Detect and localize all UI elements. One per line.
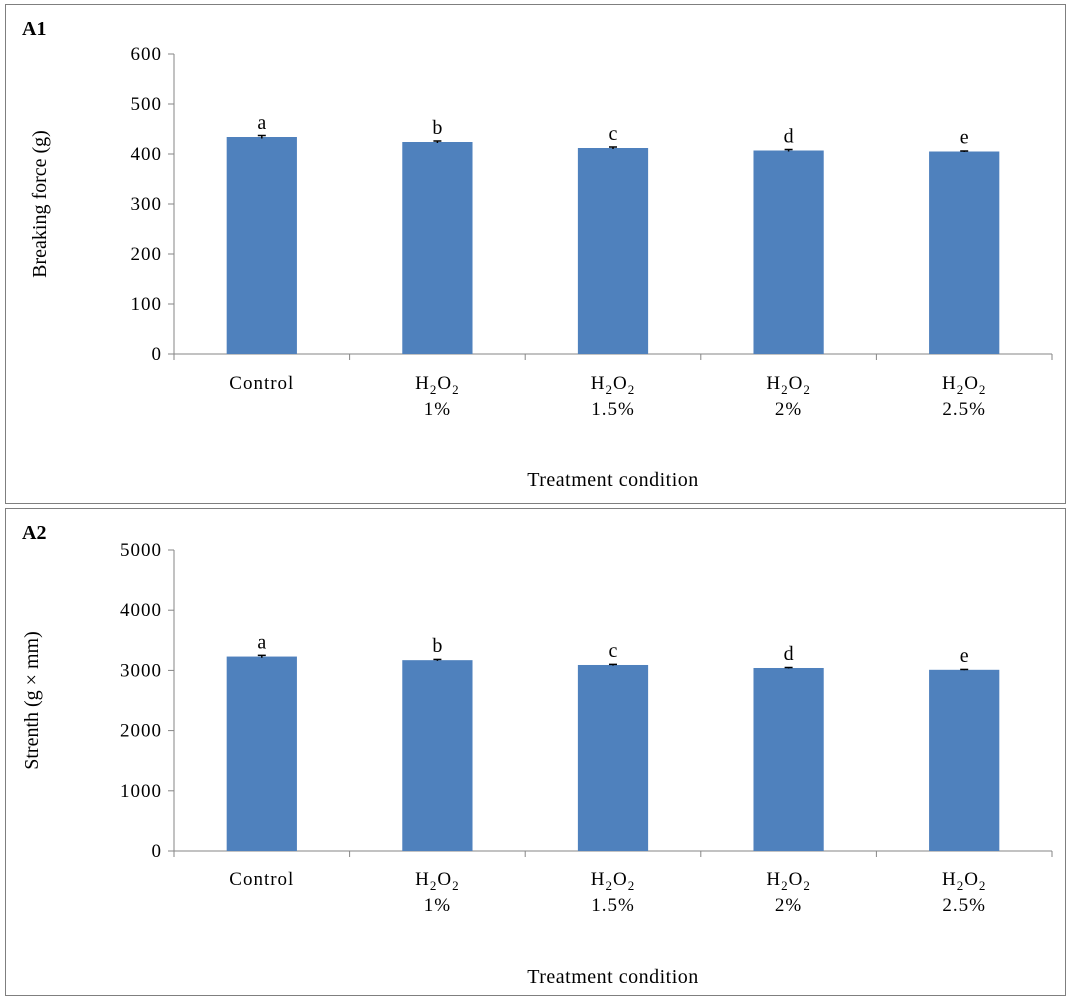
chart1-bar: [226, 137, 297, 354]
chart2-y-tick-label: 3000: [120, 660, 162, 681]
chart1-x-tick-label: H2O2: [591, 373, 635, 397]
chart1-y-tick-label: 0: [152, 344, 163, 365]
chart2-x-tick-label: H2O2: [415, 869, 459, 893]
chart1-x-tick-label-line2: 2%: [775, 399, 802, 420]
chart1-x-tick-label: H2O2: [766, 373, 810, 397]
chart2-x-tick-label: H2O2: [942, 869, 986, 893]
chart2-significance-letter: a: [257, 632, 266, 654]
chart2-x-tick-label: Control: [229, 869, 294, 890]
chart1-y-tick-label: 600: [131, 44, 163, 65]
chart2-bar: [577, 664, 649, 851]
chart2-x-tick-label: H2O2: [766, 869, 810, 893]
chart2-bar: [226, 656, 297, 851]
chart1-significance-letter: d: [784, 126, 794, 148]
chart1-significance-letter: a: [257, 112, 266, 134]
chart2-y-tick-label: 5000: [120, 540, 162, 561]
chart2-y-axis-title: Strenth (g × mm): [21, 631, 43, 770]
chart1-bar: [929, 151, 1000, 354]
chart2-y-tick-label: 1000: [120, 781, 162, 802]
chart2-significance-letter: d: [784, 643, 794, 665]
chart1-x-tick-label: H2O2: [415, 373, 459, 397]
chart1-y-axis-title: Breaking force (g): [29, 130, 51, 278]
chart-a2-svg: A2010002000300040005000aControlbH2O21%cH…: [21, 522, 1053, 988]
chart1-y-tick-label: 100: [131, 294, 163, 315]
chart2-bar: [753, 667, 824, 851]
chart2-bar: [402, 660, 473, 851]
chart1-panel-label: A1: [22, 18, 46, 40]
chart1-significance-letter: c: [609, 123, 618, 145]
chart1-bar: [577, 148, 649, 354]
chart1-significance-letter: e: [960, 127, 969, 149]
chart1-x-tick-label-line2: 1%: [424, 399, 451, 420]
chart1-y-tick-label: 400: [131, 144, 163, 165]
chart2-y-tick-label: 4000: [120, 600, 162, 621]
chart1-x-tick-label: Control: [229, 373, 294, 394]
chart2-significance-letter: b: [432, 635, 442, 657]
chart2-significance-letter: e: [960, 645, 969, 667]
chart2-x-axis-title: Treatment condition: [527, 966, 699, 988]
chart2-x-tick-label-line2: 2%: [775, 895, 802, 916]
chart-panel-a2: A2 0 1000 2000 3000 4000 5000 a Control b H2O2 1% c H…: [5, 508, 1066, 996]
chart1-x-tick-label: H2O2: [942, 373, 986, 397]
chart1-x-tick-label-line2: 2.5%: [942, 399, 986, 420]
chart2-y-tick-label: 0: [152, 841, 163, 862]
chart1-y-tick-label: 500: [131, 94, 163, 115]
chart1-y-tick-label: 200: [131, 244, 163, 265]
chart1-bar: [753, 150, 824, 354]
chart2-x-tick-label: H2O2: [591, 869, 635, 893]
chart-panel-a1: A1 0 100 200 300 400 500 600 a Control b H2O2 1% c H2O…: [5, 4, 1066, 504]
chart2-x-tick-label-line2: 2.5%: [942, 895, 986, 916]
chart1-x-axis-title: Treatment condition: [527, 469, 699, 491]
chart1-y-tick-label: 300: [131, 194, 163, 215]
chart2-y-tick-label: 2000: [120, 721, 162, 742]
chart2-significance-letter: c: [609, 640, 618, 662]
chart2-panel-label: A2: [22, 522, 46, 544]
chart1-bar: [402, 142, 473, 354]
chart2-bar: [929, 669, 1000, 851]
chart1-x-tick-label-line2: 1.5%: [591, 399, 635, 420]
chart2-x-tick-label-line2: 1.5%: [591, 895, 635, 916]
chart1-significance-letter: b: [432, 117, 442, 139]
chart2-x-tick-label-line2: 1%: [424, 895, 451, 916]
chart-a1-svg: A10100200300400500600aControlbH2O21%cH2O…: [22, 18, 1053, 491]
